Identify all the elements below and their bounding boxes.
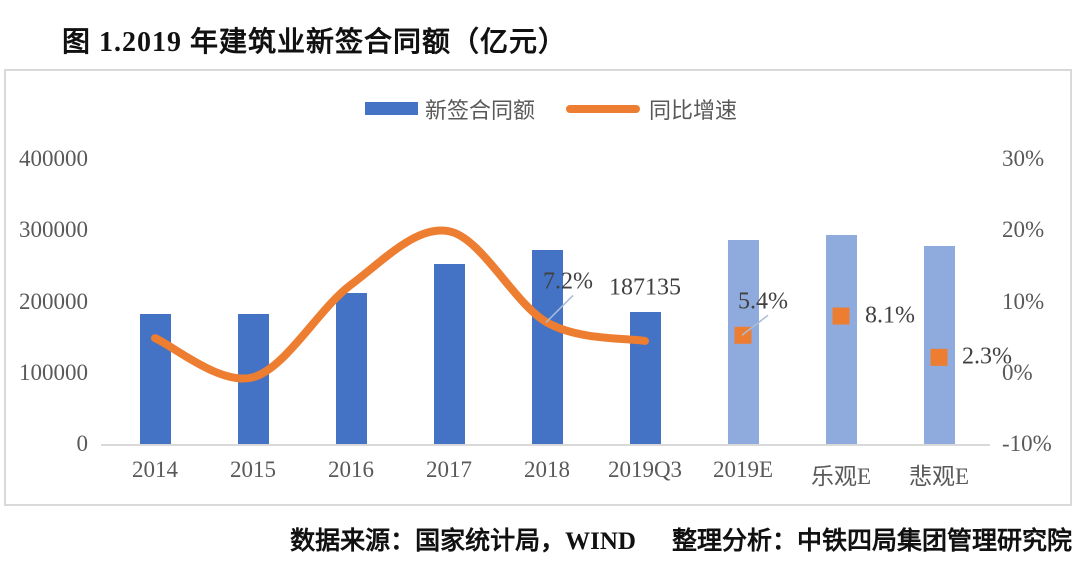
legend-bar-swatch (365, 102, 418, 115)
y-axis-right-tick-label: 0% (1002, 359, 1033, 385)
bar-悲观E (923, 245, 955, 445)
x-axis-category-label: 2014 (132, 457, 178, 482)
bar-乐观E (825, 234, 857, 445)
legend-line-label: 同比增速 (649, 98, 738, 123)
data-label-乐观E: 8.1% (865, 302, 915, 329)
x-axis-line (101, 444, 990, 446)
data-label-悲观E: 2.3% (962, 343, 1012, 370)
x-axis-category-label: 2017 (426, 457, 472, 482)
y-axis-left-tick-label: 200000 (19, 288, 88, 314)
y-axis-left-tick-label: 400000 (19, 146, 88, 171)
data-label-2018: 7.2% (543, 268, 593, 295)
x-axis-category-label: 2019Q3 (607, 457, 683, 482)
data-source-text: 数据来源：国家统计局，WIND (290, 528, 636, 555)
analysis-credit-text: 整理分析：中铁四局集团管理研究院 (671, 528, 1072, 555)
y-axis-left-tick-label: 100000 (19, 359, 88, 385)
data-label-2019E: 5.4% (738, 288, 788, 315)
source-note: 数据来源：国家统计局，WIND 整理分析：中铁四局集团管理研究院 (290, 521, 1072, 557)
x-axis-category-label: 2015 (230, 457, 276, 482)
x-axis-category-label: 乐观E (810, 464, 872, 489)
x-axis-category-label: 悲观E (908, 464, 970, 489)
bar-2015 (237, 313, 269, 445)
bar-2016 (335, 293, 367, 445)
chart-frame (4, 69, 1072, 506)
bar-2017 (433, 264, 465, 445)
y-axis-right-tick-label: 10% (1002, 288, 1045, 314)
y-axis-right-tick-label: 20% (1002, 217, 1045, 243)
y-axis-left-tick-label: 0 (76, 431, 89, 456)
bar-2014 (139, 313, 171, 445)
legend-bar-label: 新签合同额 (425, 98, 536, 123)
chart-title: 图 1.2019 年建筑业新签合同额（亿元） (62, 27, 568, 58)
x-axis-category-label: 2019E (712, 457, 774, 482)
bar-2019Q3 (629, 311, 661, 445)
legend-line-swatch (566, 105, 640, 113)
y-axis-right-tick-label: 30% (1002, 146, 1045, 171)
y-axis-left-tick-label: 300000 (19, 217, 88, 243)
x-axis-category-label: 2016 (328, 457, 374, 482)
y-axis-right-tick-label: -10% (1002, 431, 1052, 456)
data-label-2019Q3: 187135 (609, 274, 681, 301)
x-axis-category-label: 2018 (524, 457, 570, 482)
bar-2019E (727, 239, 759, 445)
